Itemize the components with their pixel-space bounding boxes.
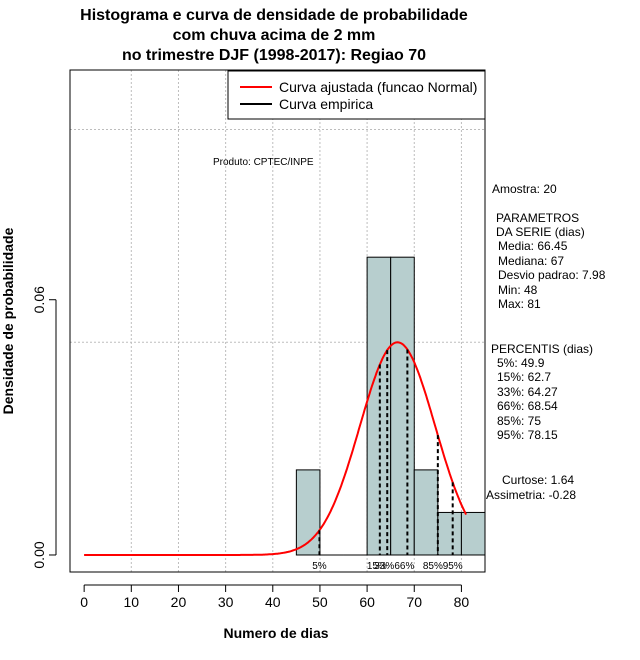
stat-p66: 66%: 68.54	[497, 399, 558, 413]
histogram-bar	[437, 511, 462, 556]
y-tick-label: 0.00	[31, 541, 47, 568]
stats-panel: Amostra: 20 PARAMETROS DA SERIE (dias) M…	[486, 182, 606, 502]
histogram-bars	[295, 256, 486, 556]
chart-title-line-3: no trimestre DJF (1998-2017): Regiao 70	[122, 47, 426, 64]
stat-p15: 15%: 62.7	[497, 370, 551, 384]
x-tick-label: 60	[359, 594, 375, 610]
legend-box	[227, 70, 486, 120]
percentile-label: 15%	[367, 561, 387, 572]
percentile-label: 66%	[394, 561, 414, 572]
stat-assimetria: Assimetria: -0.28	[486, 488, 576, 502]
histogram-bar	[390, 256, 415, 556]
y-axis: 0.00 0.06	[31, 286, 57, 569]
grid	[70, 70, 485, 572]
stat-min: Min: 48	[498, 283, 538, 297]
percentile-label: 95%	[443, 561, 463, 572]
percentile-label: 5%	[312, 561, 327, 572]
legend-label-fitted: Curva ajustada (funcao Normal)	[279, 79, 477, 95]
stat-mediana: Mediana: 67	[498, 254, 564, 268]
stat-desvio: Desvio padrao: 7.98	[498, 268, 606, 282]
stat-curtose: Curtose: 1.64	[502, 473, 574, 487]
stat-percentis-title: PERCENTIS (dias)	[491, 342, 593, 356]
stat-media: Media: 66.45	[498, 239, 568, 253]
stat-max: Max: 81	[498, 297, 541, 311]
x-tick-label: 20	[171, 594, 187, 610]
normal-curve	[84, 341, 468, 556]
stat-parametros-title-1: PARAMETROS	[496, 211, 579, 225]
x-tick-label: 50	[312, 594, 328, 610]
product-credit: Produto: CPTEC/INPE	[213, 157, 314, 168]
stat-p33: 33%: 64.27	[497, 385, 558, 399]
normal-curve-group	[84, 341, 468, 556]
x-axis-label: Numero de dias	[223, 625, 328, 641]
x-tick-label: 80	[454, 594, 470, 610]
chart-title-line-2: com chuva acima de 2 mm	[173, 27, 376, 44]
percentile-label: 33%	[374, 561, 394, 572]
percentile-label: 85%	[423, 561, 443, 572]
y-tick-label: 0.06	[31, 286, 47, 313]
histogram-bar	[413, 469, 439, 556]
stat-parametros-title-2: DA SERIE (dias)	[496, 225, 585, 239]
stat-p5: 5%: 49.9	[497, 356, 545, 370]
stat-p85: 85%: 75	[497, 414, 541, 428]
x-tick-label: 10	[124, 594, 140, 610]
histogram-bar	[460, 511, 486, 556]
x-axis: 0 10 20 30 40 50 60 70 80	[80, 584, 470, 610]
histogram-bar	[295, 469, 321, 556]
y-axis-label: Densidade de probabilidade	[0, 227, 16, 414]
legend: Curva ajustada (funcao Normal) Curva emp…	[227, 70, 486, 120]
legend-label-empirical: Curva empirica	[279, 96, 373, 112]
histogram-bar	[366, 256, 392, 556]
percentile-markers: 5% 15%33% 66% 85% 95%	[312, 349, 463, 572]
x-tick-label: 40	[265, 594, 281, 610]
plot-frame	[69, 69, 486, 573]
stat-amostra: Amostra: 20	[492, 182, 557, 196]
x-tick-label: 30	[218, 594, 234, 610]
x-tick-label: 70	[406, 594, 422, 610]
chart-title-line-1: Histograma e curva de densidade de proba…	[80, 7, 468, 24]
stat-p95: 95%: 78.15	[497, 428, 558, 442]
x-tick-label: 0	[80, 594, 88, 610]
